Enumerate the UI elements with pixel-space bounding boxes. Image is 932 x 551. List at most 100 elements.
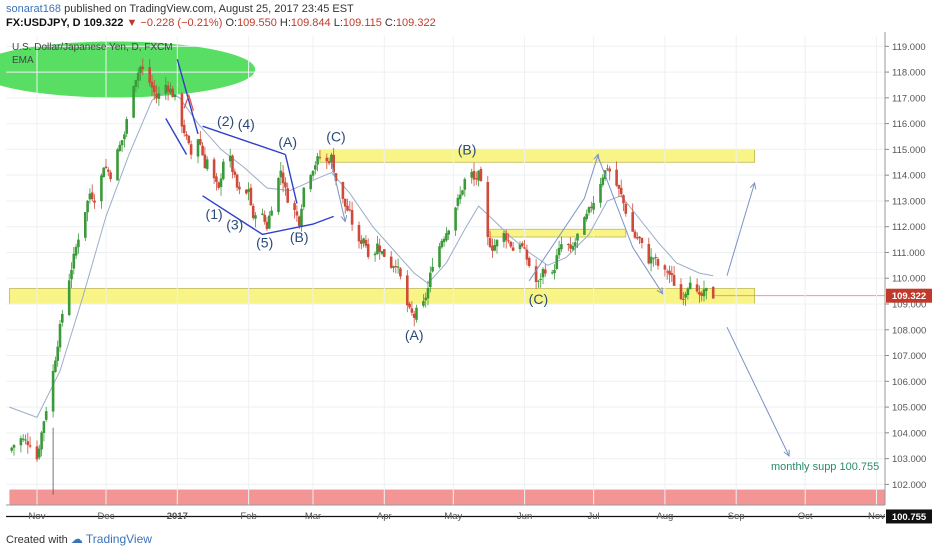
candle-body: [394, 266, 398, 268]
candle-body: [141, 66, 145, 69]
candle-body: [300, 208, 303, 227]
y-tick-label: 105.000: [892, 403, 926, 414]
candle-body: [26, 441, 30, 446]
candle-body: [601, 177, 605, 185]
candle-body: [228, 155, 232, 162]
candle-body: [182, 124, 186, 134]
wave-label: (3): [226, 216, 243, 232]
y-tick-label: 108.000: [892, 325, 926, 336]
x-tick-label: Apr: [377, 511, 392, 522]
y-tick-label: 102.000: [892, 480, 926, 491]
author-link[interactable]: sonarat168: [6, 3, 62, 15]
candle-body: [238, 186, 241, 190]
candle-body: [507, 240, 510, 242]
candle-body: [702, 289, 706, 297]
price-tag-box: [886, 288, 932, 303]
candle-body: [511, 247, 515, 251]
candle-body: [622, 195, 625, 204]
candle-body: [325, 157, 329, 162]
candle-body: [281, 172, 285, 184]
candle-body: [389, 256, 393, 268]
candle-body: [463, 179, 467, 190]
candle-body: [525, 249, 529, 260]
candle-body: [392, 266, 395, 268]
candle-body: [293, 203, 296, 211]
candle-body: [619, 187, 623, 195]
candle-body: [665, 271, 669, 273]
candle-body: [21, 438, 25, 440]
candle-body: [332, 154, 335, 173]
candle-body: [647, 243, 651, 264]
candle-body: [120, 140, 124, 146]
candle-body: [217, 182, 220, 188]
candle-body: [284, 182, 287, 188]
candle-body: [663, 265, 667, 270]
candle-body: [215, 176, 218, 182]
candle-body: [134, 80, 138, 87]
y-tick-label: 107.000: [892, 351, 926, 362]
candle-body: [527, 258, 531, 266]
x-tick-label: May: [444, 511, 462, 522]
candle-body: [100, 175, 103, 202]
candle-body: [590, 206, 593, 208]
candle-body: [378, 245, 381, 252]
candle-body: [534, 266, 538, 283]
candle-body: [491, 245, 494, 251]
grid-layer: [6, 36, 885, 505]
publish-header: sonarat168 published on TradingView.com,…: [6, 2, 354, 16]
y-tick-label: 111.000: [892, 248, 925, 259]
candle-body: [247, 189, 250, 192]
candle-body: [688, 282, 692, 290]
x-tick-label: Feb: [240, 511, 256, 522]
candle-body: [440, 240, 444, 248]
candle-body: [245, 189, 248, 194]
candle-body: [700, 293, 703, 296]
candle-body: [638, 236, 641, 239]
candle-body: [585, 213, 588, 220]
candle-body: [366, 243, 370, 257]
candle-body: [279, 170, 283, 178]
candles-layer: [10, 58, 715, 495]
candle-body: [502, 232, 506, 242]
candle-body: [219, 178, 223, 188]
candle-body: [350, 210, 354, 225]
open-label: O:: [225, 17, 238, 29]
projection-arrow: [597, 156, 662, 294]
channel-bottom: [202, 195, 334, 236]
candle-body: [495, 240, 499, 247]
candle-body: [302, 187, 306, 208]
price-tag-label: 109.322: [892, 291, 926, 302]
candle-body: [77, 239, 80, 248]
candle-body: [431, 266, 434, 272]
x-tick-label: Nov: [868, 511, 885, 522]
candle-body: [380, 251, 384, 254]
y-tick-label: 112.000: [892, 222, 926, 233]
wave-labels-layer: (1) (2) (3) (4) (5) (A) (B) (C) (A) (B) (C): [206, 113, 549, 343]
candle-body: [297, 216, 301, 226]
wave-label: (C): [326, 129, 345, 145]
candle-body: [396, 266, 400, 268]
candle-body: [686, 288, 690, 296]
candle-body: [560, 244, 563, 250]
projection-arrow: [726, 183, 755, 276]
tradingview-logo-icon: ☁: [70, 532, 83, 546]
candle-body: [376, 243, 379, 254]
candle-body: [67, 280, 71, 316]
candle-body: [327, 161, 331, 164]
candle-body: [493, 244, 496, 251]
candle-body: [555, 255, 559, 269]
close-value: 109.322: [395, 17, 436, 29]
tradingview-brand-link[interactable]: TradingView: [85, 532, 152, 546]
candle-body: [19, 438, 23, 446]
x-tick-label: 2017: [167, 511, 188, 522]
drawings-layer: [165, 59, 789, 456]
candle-body: [383, 249, 386, 257]
supply-ellipse: [0, 41, 256, 98]
candle-body: [70, 269, 73, 280]
candle-body: [360, 240, 363, 244]
y-tick-label: 117.000: [892, 93, 926, 104]
candle-body: [196, 139, 200, 157]
footer: Created with ☁ TradingView: [6, 528, 152, 550]
wave-line-2: [165, 118, 188, 155]
